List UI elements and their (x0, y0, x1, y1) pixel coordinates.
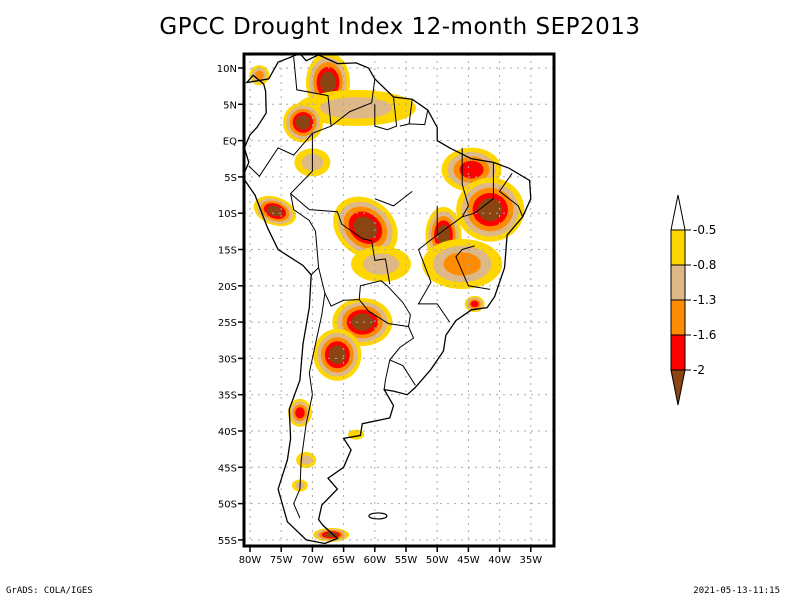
national-border (389, 359, 416, 386)
footer-credit: GrADS: COLA/IGES (6, 586, 93, 596)
lon-tick-label: 80W (239, 555, 262, 566)
lat-tick-label: 15S (218, 246, 237, 257)
national-border (290, 193, 391, 285)
national-border (374, 96, 398, 131)
national-border (455, 245, 491, 290)
paraguay-chaco-level-5 (351, 313, 374, 331)
legend-bottom-arrow (670, 369, 686, 406)
lat-tick-label: 55S (218, 536, 237, 547)
peru-north-level-5 (267, 205, 283, 217)
rio-coast-level-4 (470, 300, 479, 308)
legend-swatch (670, 334, 686, 371)
color-legend: -0.5 -0.8 -1.3 -1.6 -2 (670, 194, 716, 406)
legend-top-arrow (670, 194, 686, 231)
footer-timestamp: 2021-05-13-11:15 (693, 586, 780, 596)
national-border (462, 162, 494, 218)
lon-tick-label: 35W (519, 555, 542, 566)
falkland-islands (368, 512, 388, 520)
lat-tick-label: 25S (218, 318, 237, 329)
legend-swatch (670, 264, 686, 301)
lon-tick-label: 70W (301, 555, 324, 566)
panama-level-3 (254, 70, 265, 80)
national-border (399, 109, 429, 127)
lat-tick-label: 20S (218, 282, 237, 293)
national-border (290, 57, 332, 276)
national-border (330, 78, 376, 127)
drought-index-field (249, 54, 525, 542)
lat-tick-label: 5S (224, 173, 237, 184)
goias-level-5 (436, 224, 450, 246)
lat-tick-label: 10N (217, 64, 237, 75)
national-border (498, 173, 524, 217)
mato-grosso-level-2 (363, 253, 400, 275)
bolivia-rondonia-level-5 (353, 216, 378, 239)
nw-argentina-level-5 (328, 345, 346, 365)
lat-tick-label: 35S (218, 391, 237, 402)
lat-tick-label: 45S (218, 463, 237, 474)
lon-tick-label: 65W (332, 555, 355, 566)
lon-tick-label: 60W (363, 555, 386, 566)
patagonia-andes-level-2 (300, 455, 313, 465)
minas-gerais-level-3 (443, 252, 481, 276)
lat-tick-label: 10S (218, 209, 237, 220)
legend-swatch (670, 299, 686, 336)
national-border (436, 147, 469, 236)
lon-tick-label: 50W (426, 555, 449, 566)
legend-swatch (670, 229, 686, 266)
lon-tick-label: 40W (488, 555, 511, 566)
map-frame (242, 52, 556, 548)
national-border (374, 191, 413, 207)
legend-label: -0.5 (693, 223, 716, 237)
colombia-south-level-5 (295, 115, 311, 130)
lat-tick-label: 50S (218, 500, 237, 511)
south-america-coastline (244, 54, 532, 545)
guiana-band-level-2 (320, 97, 393, 119)
legend-label: -0.8 (693, 258, 716, 272)
coastlines-and-borders (244, 54, 532, 545)
axes: 10N 5N EQ 5S 10S 15S 20S 25S 30S 35S 40S 45S 50S 55S8… (217, 64, 542, 566)
lon-tick-label: 75W (270, 555, 293, 566)
lon-tick-label: 45W (457, 555, 480, 566)
venezuela-north-level-5 (320, 71, 336, 94)
maranhao-level-4 (459, 160, 484, 179)
lat-tick-label: EQ (223, 137, 237, 148)
legend-label: -2 (693, 363, 705, 377)
national-border (383, 326, 415, 390)
legend-label: -1.3 (693, 293, 716, 307)
northeast-brazil-level-5 (478, 198, 503, 222)
legend-label: -1.6 (693, 328, 716, 342)
lat-tick-label: 40S (218, 427, 237, 438)
lon-tick-label: 55W (395, 555, 418, 566)
national-border (293, 293, 326, 519)
national-border (408, 99, 413, 124)
chart-title: GPCC Drought Index 12-month SEP2013 (159, 14, 641, 40)
national-border (318, 267, 388, 307)
central-chile-level-4 (295, 407, 305, 419)
national-border (417, 234, 451, 323)
lat-tick-label: 5N (223, 100, 237, 111)
national-border (248, 132, 313, 177)
lat-tick-label: 30S (218, 354, 237, 365)
